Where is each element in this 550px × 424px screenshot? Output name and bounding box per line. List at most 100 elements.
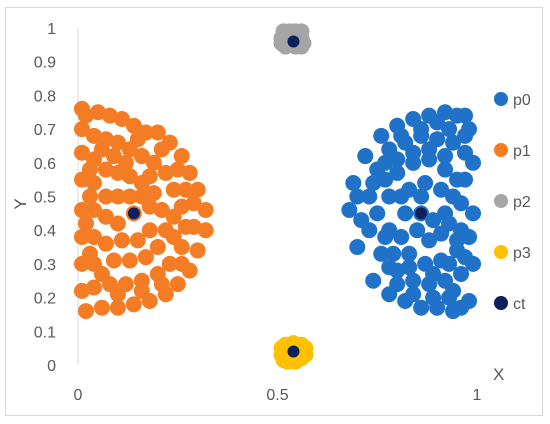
series-p1 (73, 100, 214, 320)
point-p1 (125, 117, 142, 134)
legend-marker (494, 92, 508, 106)
point-p0 (349, 239, 366, 256)
point-p1 (133, 188, 150, 205)
point-p1 (173, 255, 190, 272)
point-p0 (385, 245, 402, 262)
point-p0 (441, 215, 458, 232)
point-p0 (457, 144, 474, 161)
point-p1 (121, 252, 138, 269)
point-p0 (405, 272, 422, 289)
point-p0 (361, 188, 378, 205)
point-p1 (149, 239, 166, 256)
point-p1 (105, 252, 122, 269)
point-p1 (93, 266, 110, 283)
series-p0 (341, 104, 482, 320)
point-p1 (97, 235, 114, 252)
point-p0 (393, 188, 410, 205)
point-p1 (109, 134, 126, 151)
point-p0 (409, 222, 426, 239)
point-p1 (165, 228, 182, 245)
point-p0 (425, 212, 442, 229)
point-p0 (461, 292, 478, 309)
point-p0 (449, 232, 466, 249)
point-p0 (369, 205, 386, 222)
point-p1 (81, 188, 98, 205)
point-p0 (413, 188, 430, 205)
data-points (73, 23, 482, 370)
x-tick-label: 1 (473, 387, 482, 404)
point-p1 (85, 175, 102, 192)
point-p1 (113, 232, 130, 249)
point-p1 (197, 201, 214, 218)
point-p0 (401, 259, 418, 276)
point-p1 (97, 208, 114, 225)
point-ct (287, 35, 300, 48)
series-ct (127, 35, 428, 358)
y-tick-labels: 0 0.1 0.2 0.3 0.4 0.5 0.6 0.7 0.8 0.9 1 (34, 21, 56, 375)
point-p0 (437, 148, 454, 165)
point-p1 (133, 148, 150, 165)
point-p0 (405, 286, 422, 303)
point-p1 (161, 255, 178, 272)
point-p1 (141, 168, 158, 185)
chart-frame: 0 0.1 0.2 0.3 0.4 0.5 0.6 0.7 0.8 0.9 1 0 0.5 1 X Y … (5, 7, 543, 416)
point-p0 (453, 266, 470, 283)
point-p0 (421, 232, 438, 249)
point-p1 (129, 131, 146, 148)
point-p1 (93, 299, 110, 316)
point-p1 (137, 249, 154, 266)
point-p1 (117, 154, 134, 171)
point-p0 (389, 164, 406, 181)
point-p0 (373, 127, 390, 144)
point-p1 (109, 286, 126, 303)
x-tick-label: 0.5 (266, 387, 288, 404)
point-p0 (393, 127, 410, 144)
point-p1 (153, 141, 170, 158)
point-p1 (85, 228, 102, 245)
point-p0 (401, 245, 418, 262)
point-p0 (425, 266, 442, 283)
point-ct (287, 345, 300, 358)
point-p1 (113, 110, 130, 127)
y-tick-label: 0.3 (34, 257, 56, 274)
point-p1 (185, 195, 202, 212)
point-p0 (421, 107, 438, 124)
point-p1 (169, 161, 186, 178)
legend-label: p2 (513, 194, 531, 211)
y-tick-label: 0.5 (34, 190, 56, 207)
point-p0 (425, 289, 442, 306)
point-p3 (275, 351, 292, 368)
point-p0 (441, 255, 458, 272)
point-p0 (357, 148, 374, 165)
legend-label: p0 (513, 92, 531, 109)
legend-item-p3: p3 (494, 245, 531, 262)
point-p1 (125, 296, 142, 313)
point-p0 (457, 249, 474, 266)
y-tick-label: 0.1 (34, 324, 56, 341)
point-p0 (381, 188, 398, 205)
y-tick-label: 0.2 (34, 291, 56, 308)
point-p1 (85, 279, 102, 296)
point-p0 (445, 188, 462, 205)
point-p0 (457, 171, 474, 188)
legend-marker (494, 245, 508, 259)
point-ct (415, 207, 428, 220)
point-p0 (393, 228, 410, 245)
point-p1 (105, 148, 122, 165)
point-p1 (73, 121, 90, 138)
x-tick-labels: 0 0.5 1 (74, 387, 482, 404)
point-p1 (121, 188, 138, 205)
point-p0 (365, 272, 382, 289)
point-p0 (465, 205, 482, 222)
point-p0 (345, 175, 362, 192)
point-p2 (295, 35, 312, 52)
point-p1 (121, 168, 138, 185)
point-p1 (109, 188, 126, 205)
point-p1 (77, 303, 94, 320)
x-tick-label: 0 (74, 387, 83, 404)
series-p2 (273, 23, 312, 55)
point-p0 (437, 104, 454, 121)
y-tick-label: 0.9 (34, 55, 56, 72)
point-p1 (81, 161, 98, 178)
point-p0 (457, 127, 474, 144)
